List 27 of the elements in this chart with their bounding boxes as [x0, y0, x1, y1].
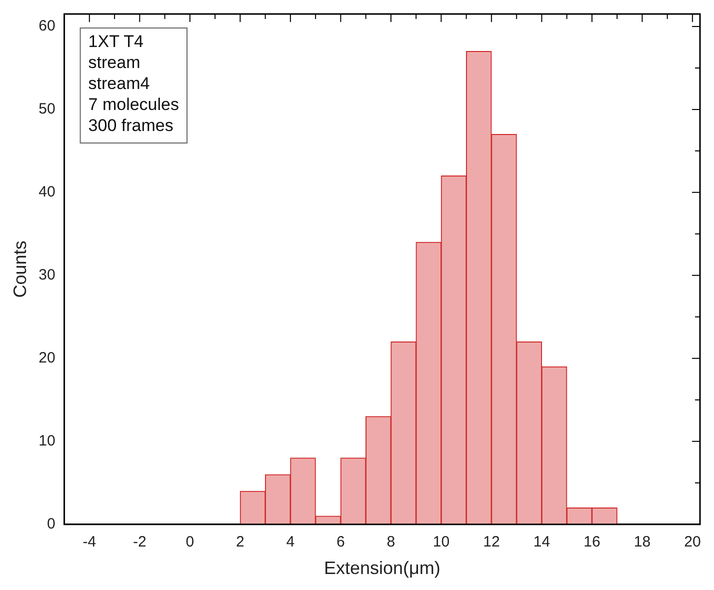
annotation: 1XT T4: [88, 32, 144, 52]
annotation: 300 frames: [88, 116, 174, 136]
x-tick-label: 16: [584, 534, 600, 551]
annotation: stream4: [88, 74, 150, 94]
x-tick-label: 14: [533, 534, 550, 551]
x-tick-label: 12: [483, 534, 500, 551]
x-tick-label: 8: [386, 534, 396, 551]
x-tick-label: 20: [684, 534, 701, 551]
y-tick-label: 40: [38, 184, 56, 201]
y-axis-title: Counts: [10, 240, 30, 298]
annotation: 7 molecules: [88, 95, 180, 114]
y-tick-label: 20: [38, 350, 56, 367]
x-tick-label: -4: [82, 534, 96, 551]
y-tick-label: 30: [38, 266, 56, 284]
x-tick-label: 4: [286, 534, 295, 551]
x-tick-label: 18: [634, 534, 651, 551]
x-tick-label: 6: [336, 534, 345, 551]
x-tick-label: 0: [186, 534, 194, 551]
x-tick-label: -2: [132, 534, 146, 551]
annotation: stream: [88, 53, 140, 72]
x-axis-title: Extension(μm): [324, 558, 440, 578]
x-tick-label: 10: [432, 534, 450, 551]
y-tick-label: 10: [38, 432, 56, 450]
y-tick-label: 0: [46, 516, 56, 533]
y-tick-label: 50: [38, 100, 56, 118]
x-tick-label: 2: [236, 534, 244, 551]
y-tick-label: 60: [38, 18, 56, 35]
